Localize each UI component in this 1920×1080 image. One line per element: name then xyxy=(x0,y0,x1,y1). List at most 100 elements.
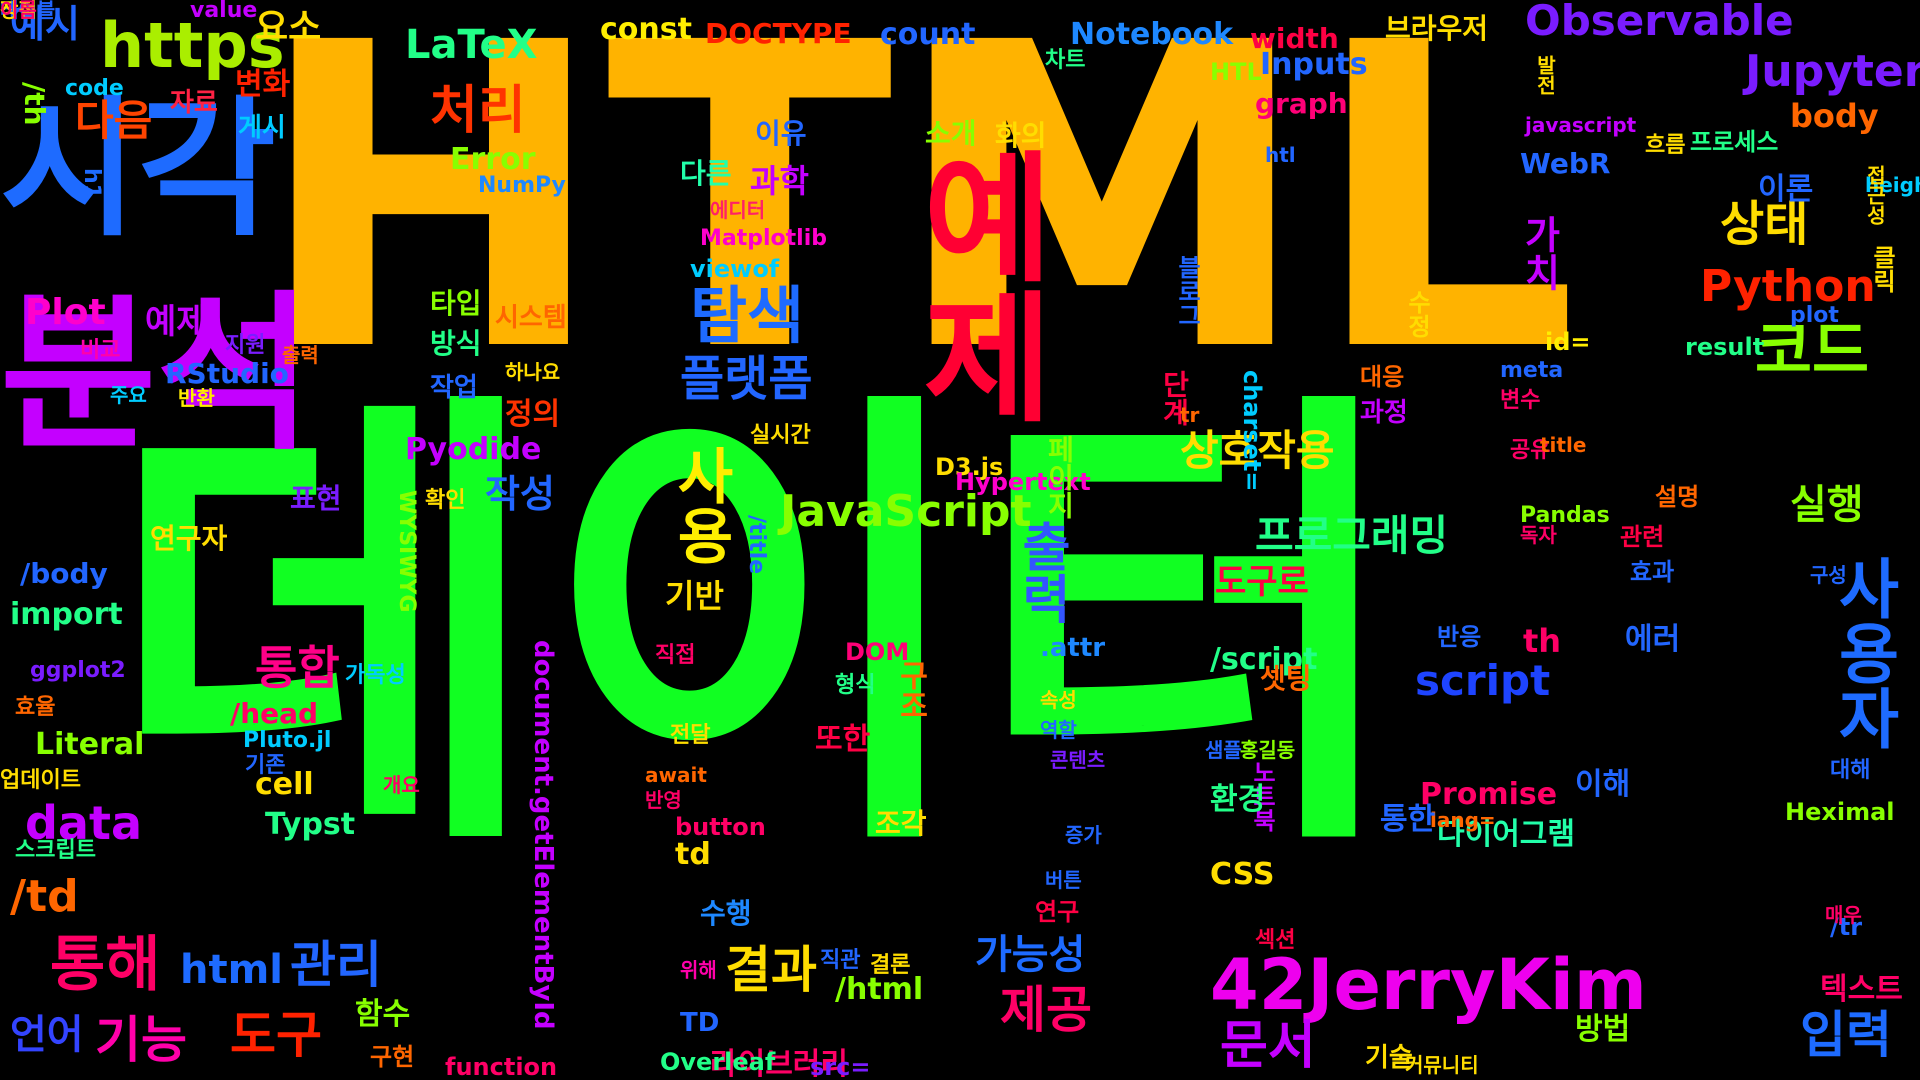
cloud-word: 텍스트 xyxy=(1820,972,1903,1007)
cloud-word: 실시간 xyxy=(750,423,811,448)
cloud-word: HTML xyxy=(255,0,1579,444)
cloud-word: 예시 xyxy=(10,2,80,46)
cloud-word: graph xyxy=(1255,87,1348,120)
cloud-word: 게시 xyxy=(238,113,286,143)
cloud-word: 환경 xyxy=(1210,782,1266,817)
cloud-word: Observable xyxy=(1525,0,1794,45)
cloud-word: 스크립트 xyxy=(15,838,96,863)
cloud-word: body xyxy=(1790,97,1879,135)
cloud-word: Promise xyxy=(1420,777,1558,812)
cloud-word: 단계 xyxy=(1158,370,1191,426)
cloud-word: 매우 xyxy=(1825,903,1862,927)
cloud-word: /tr xyxy=(1830,913,1863,941)
cloud-word: Notebook xyxy=(1070,17,1234,52)
cloud-word: 전달 xyxy=(670,723,711,748)
cloud-word: h1 xyxy=(79,168,104,199)
cloud-word: value xyxy=(190,0,258,23)
cloud-word: WYSIWYG xyxy=(394,490,419,613)
cloud-word: 구성 xyxy=(1810,563,1847,587)
cloud-word: 차트 xyxy=(1045,48,1086,73)
cloud-word: 도구 xyxy=(230,1006,322,1064)
cloud-word: htl xyxy=(1265,143,1296,167)
cloud-word: 플랫폼 xyxy=(680,351,813,407)
cloud-word: tr xyxy=(1180,403,1200,427)
cloud-word: 역할 xyxy=(1040,718,1077,742)
cloud-word: 출력 xyxy=(282,343,319,367)
cloud-word: function xyxy=(445,1053,558,1080)
cloud-word: /td xyxy=(10,871,79,922)
cloud-word: 커뮤니티 xyxy=(1405,1053,1479,1077)
cloud-word: 시각 xyxy=(0,83,277,257)
cloud-word: 클릭 xyxy=(1868,245,1896,293)
cloud-word: Jupyter xyxy=(1745,46,1920,97)
cloud-word: 반영 xyxy=(645,788,682,812)
cloud-word: 비교 xyxy=(80,338,121,363)
cloud-word: 상태 xyxy=(1720,196,1809,252)
cloud-word: charset= xyxy=(1238,370,1266,492)
cloud-word: 가치 xyxy=(1517,215,1561,291)
cloud-word: 증가 xyxy=(1065,823,1102,847)
cloud-word: src= xyxy=(810,1053,871,1080)
cloud-word: 언어 xyxy=(10,1012,84,1058)
cloud-word: 구조 xyxy=(893,660,928,720)
cloud-word: HTL xyxy=(1210,58,1262,86)
cloud-word: 함수 xyxy=(355,997,411,1032)
cloud-word: DOM xyxy=(845,638,910,666)
cloud-word: 기술 xyxy=(1365,1043,1413,1073)
cloud-word: 요소 xyxy=(255,7,322,48)
cloud-word: CSS xyxy=(1210,857,1275,892)
cloud-word: 섹션 xyxy=(1255,928,1296,953)
cloud-word: 확인 xyxy=(425,488,466,513)
cloud-word: 구현 xyxy=(370,1043,415,1071)
cloud-word: 과학 xyxy=(750,162,809,200)
cloud-word: 가능성 xyxy=(975,932,1086,978)
cloud-word: 연구자 xyxy=(150,522,228,555)
cloud-word: /th xyxy=(18,82,51,126)
cloud-word: 정의 xyxy=(505,397,561,432)
cloud-word: 도구로 xyxy=(1215,562,1309,602)
cloud-word: 실행 xyxy=(1790,482,1864,528)
cloud-word: 분석 xyxy=(0,276,313,474)
cloud-word: 결론 xyxy=(870,953,911,978)
cloud-word: width xyxy=(1250,22,1339,55)
cloud-word: https xyxy=(100,9,285,82)
cloud-word: DOCTYPE xyxy=(705,17,852,50)
cloud-word: 흐름 xyxy=(1645,133,1686,158)
cloud-word: th xyxy=(1523,622,1562,660)
cloud-word: 대응 xyxy=(1360,363,1405,391)
cloud-word: 탐색 xyxy=(690,279,805,352)
cloud-word: 다른 xyxy=(680,157,732,190)
cloud-word: cell xyxy=(255,767,314,802)
cloud-word: 수행 xyxy=(700,897,752,930)
cloud-word: 기능 xyxy=(95,1011,187,1069)
cloud-word: meta xyxy=(1500,358,1564,383)
cloud-word: 효율 xyxy=(15,695,56,720)
cloud-word: title xyxy=(1540,433,1587,457)
cloud-word: WebR xyxy=(1520,147,1611,180)
cloud-word: 관리 xyxy=(290,936,382,994)
cloud-word: ggplot2 xyxy=(30,658,126,683)
cloud-word: 다이어그램 xyxy=(1437,817,1575,852)
cloud-word: Matplotlib xyxy=(700,226,828,251)
cloud-word: const xyxy=(600,12,692,47)
cloud-word: 설명 xyxy=(1655,483,1700,511)
cloud-word: Pandas xyxy=(1520,503,1610,528)
cloud-word: 노트북 xyxy=(1248,760,1276,832)
cloud-word: Inputs xyxy=(1260,47,1368,82)
cloud-word: 대해 xyxy=(1830,758,1871,783)
cloud-word: 통한 xyxy=(1380,802,1436,837)
cloud-word: 처리 xyxy=(430,81,526,141)
cloud-word: 주요 xyxy=(110,383,147,407)
cloud-word: 이유 xyxy=(755,117,807,150)
cloud-word: 입력 xyxy=(1800,1006,1892,1064)
cloud-word: JavaScript xyxy=(780,486,1032,537)
cloud-word: count xyxy=(880,17,976,52)
cloud-word: 연구 xyxy=(1035,898,1080,926)
cloud-word: 이론 xyxy=(1758,172,1814,207)
cloud-word: 브라우저 xyxy=(1385,12,1489,45)
cloud-word: 반응 xyxy=(1437,623,1482,651)
cloud-word: plot xyxy=(1790,303,1839,328)
cloud-word: 프로그래밍 xyxy=(1255,511,1449,560)
cloud-word: 이름 xyxy=(0,0,37,22)
